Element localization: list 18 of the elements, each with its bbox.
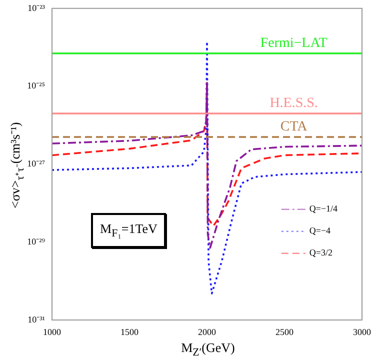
legend-label: Q=3/2 xyxy=(309,248,332,258)
x-tick-label: 3000 xyxy=(353,326,372,337)
y-tick-label: 10⁻²⁵ xyxy=(27,80,45,91)
ref-line-label: CTA xyxy=(280,120,308,135)
x-tick-label: 1000 xyxy=(43,326,62,337)
ref-line-label: Fermi−LAT xyxy=(260,36,328,52)
y-tick-label: 10⁻²³ xyxy=(28,2,46,13)
y-tick-label: 10⁻²⁷ xyxy=(27,158,45,169)
x-tick-label: 2500 xyxy=(276,326,294,337)
x-axis-title: M$_{Z′}$(GeV) xyxy=(180,340,236,359)
y-tick-label: 10⁻²⁹ xyxy=(27,236,45,246)
ref-line-label: H.E.S.S. xyxy=(270,96,318,112)
y-tick-label: 10⁻³¹ xyxy=(28,314,46,324)
x-tick-label: 2000 xyxy=(198,326,216,337)
legend-label: Q=−1/4 xyxy=(309,204,338,214)
x-tick-label: 1500 xyxy=(120,326,139,337)
legend-label: Q=−4 xyxy=(309,226,332,236)
annotation: M$_{F₁}$=1TeV xyxy=(91,213,166,248)
